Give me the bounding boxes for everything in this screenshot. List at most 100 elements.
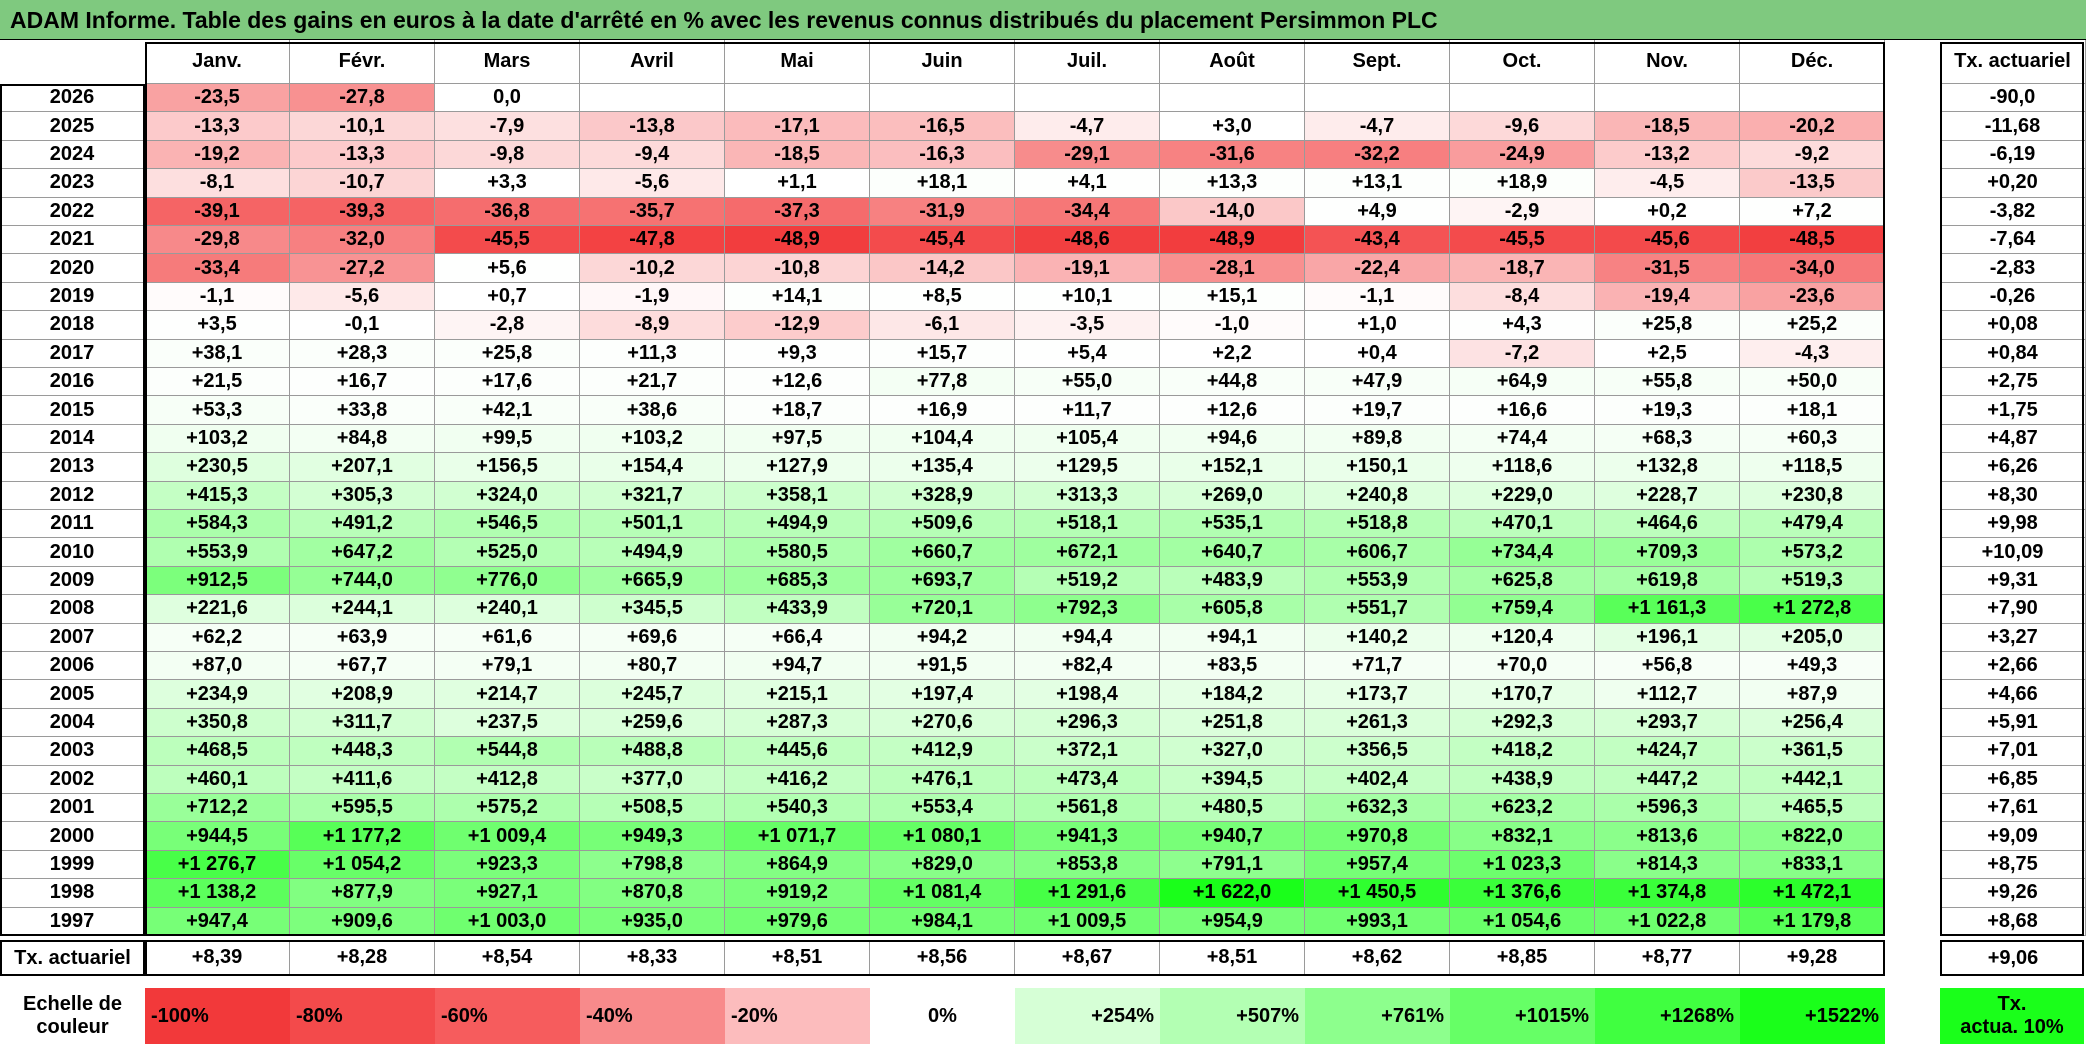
rate-cell: +6,26 (1940, 453, 2086, 482)
column-header-0: Janv. (145, 40, 290, 84)
heatmap-cell: +544,8 (435, 737, 580, 766)
heatmap-cell: +311,7 (290, 708, 435, 738)
heatmap-cell: +18,9 (1450, 169, 1595, 198)
heatmap-cell: +91,5 (870, 652, 1015, 681)
heatmap-cell: +16,9 (870, 396, 1015, 425)
heatmap-cell: +979,6 (725, 907, 870, 936)
heatmap-cell: +293,7 (1595, 708, 1740, 738)
heatmap-cell: +94,4 (1015, 623, 1160, 652)
heatmap-cell: +473,4 (1015, 765, 1160, 794)
heatmap-cell: +105,4 (1015, 424, 1160, 454)
heatmap-cell: +28,3 (290, 339, 435, 368)
heatmap-cell: +15,1 (1160, 282, 1305, 312)
heatmap-cell: -34,4 (1015, 197, 1160, 226)
heatmap-cell: -31,6 (1160, 140, 1305, 170)
year-label: 2017 (0, 339, 145, 368)
heatmap-cell: +596,3 (1595, 794, 1740, 823)
year-label: 2012 (0, 481, 145, 510)
heatmap-cell: +87,9 (1740, 680, 1885, 709)
heatmap-cell: +402,4 (1305, 765, 1450, 794)
heatmap-cell: -48,9 (725, 226, 870, 255)
heatmap-cell: +230,5 (145, 453, 290, 482)
rate-cell: +9,98 (1940, 510, 2086, 539)
heatmap-cell: -23,6 (1740, 282, 1885, 312)
heatmap-cell: +19,7 (1305, 396, 1450, 425)
heatmap-cell: -8,1 (145, 169, 290, 198)
heatmap-cell: +82,4 (1015, 652, 1160, 681)
heatmap-cell: +1,1 (725, 169, 870, 198)
year-label: 2026 (0, 84, 145, 113)
heatmap-cell: -10,7 (290, 169, 435, 198)
heatmap-cell: +1 272,8 (1740, 595, 1885, 624)
heatmap-cell: +1,0 (1305, 311, 1450, 340)
gains-table: Janv. Févr. Mars Avril Mai Juin Juil. Août Sept.… (0, 40, 2086, 1044)
heatmap-cell: +184,2 (1160, 680, 1305, 709)
heatmap-cell: +940,7 (1160, 822, 1305, 851)
heatmap-cell: +575,2 (435, 794, 580, 823)
rate-cell: +2,75 (1940, 368, 2086, 397)
heatmap-cell: +240,8 (1305, 481, 1450, 510)
heatmap-cell: -14,0 (1160, 197, 1305, 226)
heatmap-cell: +118,6 (1450, 453, 1595, 482)
heatmap-cell: +2,2 (1160, 339, 1305, 368)
heatmap-cell: -3,5 (1015, 311, 1160, 340)
heatmap-cell: +832,1 (1450, 822, 1595, 851)
heatmap-cell: +553,9 (145, 538, 290, 567)
heatmap-cell: -37,3 (725, 197, 870, 226)
heatmap-cell: +207,1 (290, 453, 435, 482)
heatmap-cell: +372,1 (1015, 737, 1160, 766)
scale-label: Echelle de couleur (0, 988, 145, 1044)
heatmap-cell: -18,7 (1450, 254, 1595, 283)
heatmap-cell: +623,2 (1450, 794, 1595, 823)
footer-rate-cell: +8,77 (1595, 940, 1740, 976)
rate-cell: +5,91 (1940, 708, 2086, 738)
heatmap-cell: +909,6 (290, 907, 435, 936)
heatmap-cell: -13,8 (580, 112, 725, 141)
rate-cell: -7,64 (1940, 226, 2086, 255)
heatmap-cell: +25,2 (1740, 311, 1885, 340)
heatmap-cell: -10,1 (290, 112, 435, 141)
heatmap-cell: -1,0 (1160, 311, 1305, 340)
heatmap-cell: +954,9 (1160, 907, 1305, 936)
heatmap-cell: +877,9 (290, 879, 435, 908)
footer-rate-cell: +8,85 (1450, 940, 1595, 976)
heatmap-cell: -9,8 (435, 140, 580, 170)
heatmap-cell: +135,4 (870, 453, 1015, 482)
column-header-11: Déc. (1740, 40, 1885, 84)
heatmap-cell: +328,9 (870, 481, 1015, 510)
heatmap-cell: +4,1 (1015, 169, 1160, 198)
heatmap-cell: +11,7 (1015, 396, 1160, 425)
heatmap-cell: +79,1 (435, 652, 580, 681)
heatmap-cell: +112,7 (1595, 680, 1740, 709)
footer-rate-cell: +8,51 (1160, 940, 1305, 976)
heatmap-cell: -47,8 (580, 226, 725, 255)
scale-step: -20% (725, 988, 870, 1044)
heatmap-cell: -45,5 (1450, 226, 1595, 255)
heatmap-cell: +3,5 (145, 311, 290, 340)
heatmap-cell (580, 84, 725, 113)
footer-total-rate: +9,06 (1940, 940, 2086, 976)
heatmap-cell: -23,5 (145, 84, 290, 113)
heatmap-cell: +1 003,0 (435, 907, 580, 936)
heatmap-cell: +584,3 (145, 510, 290, 539)
heatmap-cell: +941,3 (1015, 822, 1160, 851)
heatmap-cell: +1 472,1 (1740, 879, 1885, 908)
heatmap-cell: +546,5 (435, 510, 580, 539)
heatmap-cell: +270,6 (870, 708, 1015, 738)
heatmap-cell: -28,1 (1160, 254, 1305, 283)
heatmap-cell: -1,9 (580, 282, 725, 312)
heatmap-cell: +1 054,6 (1450, 907, 1595, 936)
heatmap-cell: +16,6 (1450, 396, 1595, 425)
heatmap-cell (725, 84, 870, 113)
heatmap-cell: +1 376,6 (1450, 879, 1595, 908)
heatmap-cell: +173,7 (1305, 680, 1450, 709)
heatmap-cell: +198,4 (1015, 680, 1160, 709)
heatmap-cell: +912,5 (145, 566, 290, 596)
footer-label: Tx. actuariel (0, 940, 145, 976)
heatmap-cell: +551,7 (1305, 595, 1450, 624)
rate-cell: -6,19 (1940, 140, 2086, 170)
heatmap-cell (1160, 84, 1305, 113)
heatmap-cell: +553,9 (1305, 566, 1450, 596)
heatmap-cell: -18,5 (725, 140, 870, 170)
heatmap-cell: +19,3 (1595, 396, 1740, 425)
